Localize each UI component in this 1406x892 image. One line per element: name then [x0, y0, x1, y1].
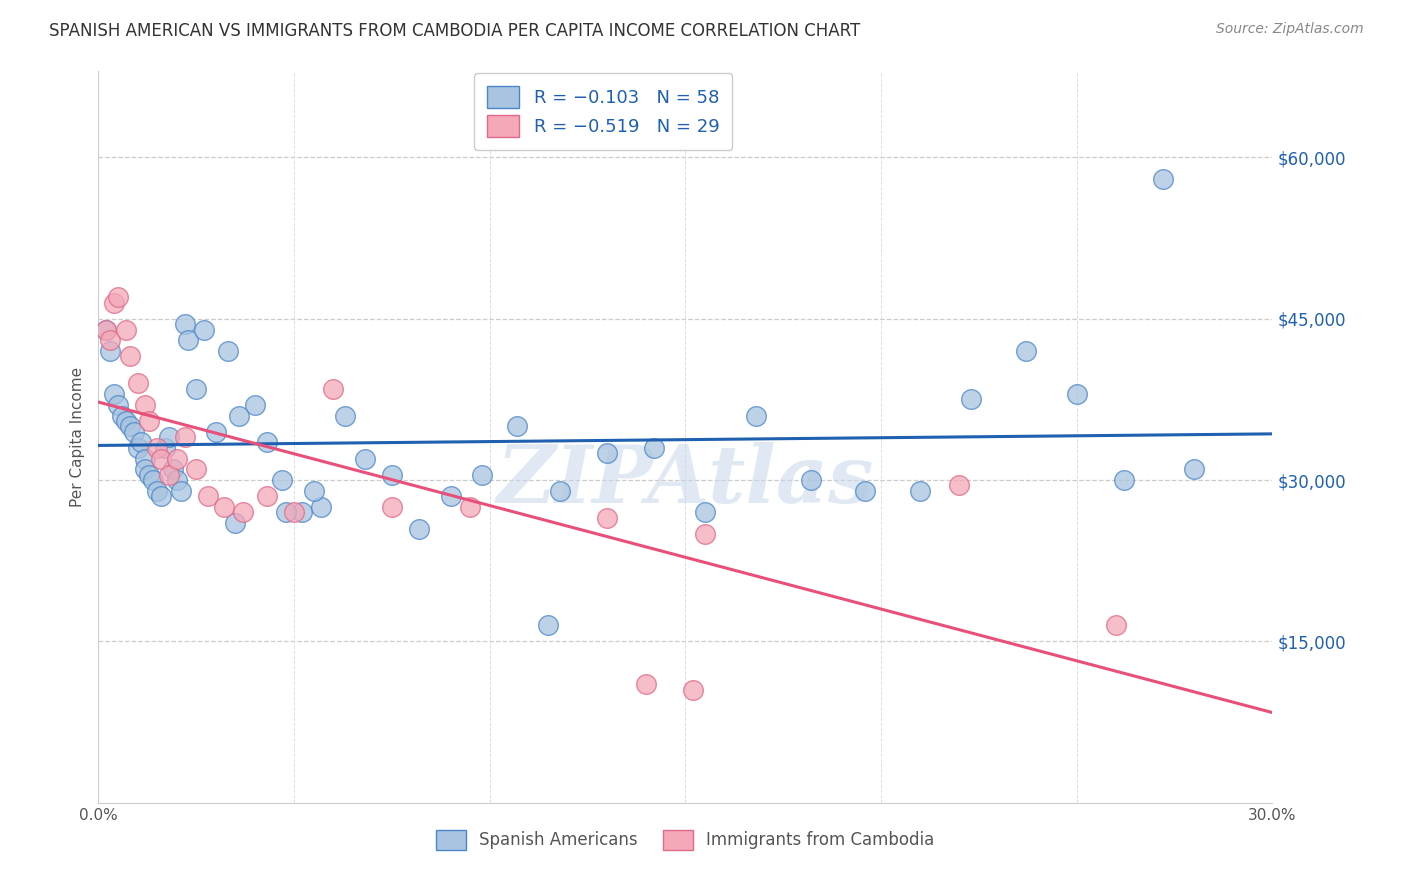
Point	[1015, 344, 1038, 359]
Point	[177, 333, 200, 347]
Point	[118, 350, 141, 364]
Point	[636, 677, 658, 691]
Point	[134, 398, 156, 412]
Point	[693, 505, 716, 519]
Point	[103, 295, 125, 310]
Y-axis label: Per Capita Income: Per Capita Income	[69, 367, 84, 508]
Point	[910, 483, 932, 498]
Point	[146, 441, 169, 455]
Point	[197, 489, 219, 503]
Point	[150, 451, 173, 466]
Point	[217, 344, 239, 359]
Point	[103, 387, 125, 401]
Legend: Spanish Americans, Immigrants from Cambodia: Spanish Americans, Immigrants from Cambo…	[429, 823, 942, 856]
Point	[131, 435, 153, 450]
Point	[114, 322, 136, 336]
Point	[682, 682, 704, 697]
Point	[122, 425, 145, 439]
Point	[146, 483, 169, 498]
Point	[458, 500, 481, 514]
Point	[311, 500, 333, 514]
Point	[169, 483, 191, 498]
Point	[205, 425, 228, 439]
Point	[166, 451, 188, 466]
Point	[186, 462, 208, 476]
Text: Source: ZipAtlas.com: Source: ZipAtlas.com	[1216, 22, 1364, 37]
Point	[439, 489, 461, 503]
Point	[256, 435, 278, 450]
Point	[276, 505, 298, 519]
Point	[960, 392, 983, 407]
Point	[643, 441, 665, 455]
Point	[150, 489, 173, 503]
Point	[224, 516, 246, 530]
Point	[98, 344, 121, 359]
Point	[1105, 618, 1128, 632]
Point	[291, 505, 314, 519]
Point	[114, 414, 136, 428]
Point	[271, 473, 294, 487]
Point	[138, 414, 160, 428]
Point	[162, 462, 184, 476]
Point	[138, 467, 160, 482]
Point	[693, 527, 716, 541]
Point	[107, 398, 129, 412]
Text: ZIPAtlas: ZIPAtlas	[496, 442, 875, 520]
Point	[596, 446, 619, 460]
Point	[134, 462, 156, 476]
Point	[98, 333, 121, 347]
Point	[506, 419, 529, 434]
Point	[153, 441, 176, 455]
Point	[855, 483, 877, 498]
Point	[537, 618, 560, 632]
Point	[800, 473, 823, 487]
Point	[283, 505, 305, 519]
Point	[212, 500, 235, 514]
Point	[1152, 172, 1174, 186]
Point	[408, 521, 430, 535]
Point	[471, 467, 494, 482]
Point	[745, 409, 768, 423]
Point	[193, 322, 215, 336]
Point	[256, 489, 278, 503]
Text: SPANISH AMERICAN VS IMMIGRANTS FROM CAMBODIA PER CAPITA INCOME CORRELATION CHART: SPANISH AMERICAN VS IMMIGRANTS FROM CAMB…	[49, 22, 860, 40]
Point	[302, 483, 325, 498]
Point	[333, 409, 356, 423]
Point	[948, 478, 970, 492]
Point	[1112, 473, 1135, 487]
Point	[111, 409, 134, 423]
Point	[142, 473, 165, 487]
Point	[186, 382, 208, 396]
Point	[243, 398, 266, 412]
Point	[166, 473, 188, 487]
Point	[173, 430, 195, 444]
Point	[127, 441, 149, 455]
Point	[596, 510, 619, 524]
Point	[127, 376, 149, 391]
Point	[134, 451, 156, 466]
Point	[157, 430, 180, 444]
Point	[1182, 462, 1205, 476]
Point	[353, 451, 375, 466]
Point	[381, 467, 404, 482]
Point	[548, 483, 571, 498]
Point	[107, 290, 129, 304]
Point	[232, 505, 254, 519]
Point	[1066, 387, 1088, 401]
Point	[96, 322, 118, 336]
Point	[96, 322, 118, 336]
Point	[173, 317, 195, 331]
Point	[118, 419, 141, 434]
Point	[157, 467, 180, 482]
Point	[381, 500, 404, 514]
Point	[228, 409, 250, 423]
Point	[322, 382, 344, 396]
